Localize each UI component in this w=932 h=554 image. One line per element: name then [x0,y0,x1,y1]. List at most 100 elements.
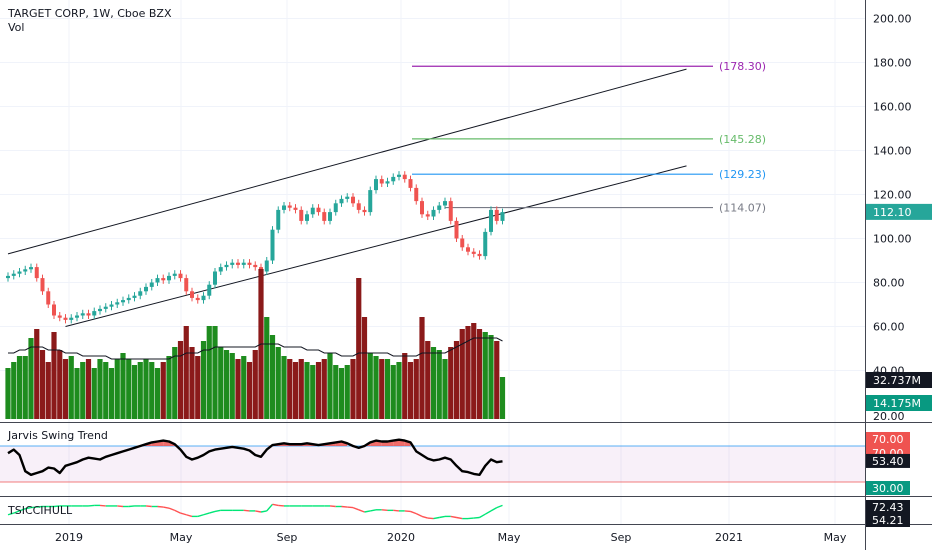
candle-body [224,264,229,268]
volume-bar [298,359,304,419]
candle-body [132,295,137,298]
volume-bar [229,353,235,419]
volume-bar [252,350,258,419]
tsi-line-segment [329,505,336,508]
candle-body [310,207,315,215]
tsi-line-segment [197,514,204,518]
volume-bar [16,356,23,419]
tsi-value-badge [866,513,910,527]
volume-bar [327,353,333,419]
volume-bar [11,362,17,419]
price-level-label: (129.23) [719,168,766,181]
volume-bar [189,347,195,419]
volume-bar [402,353,408,419]
volume-bar [235,359,241,419]
volume-legend-label: Vol [8,21,25,34]
volume-bar [361,317,368,419]
tsi-value-label: 72.43 [872,501,904,514]
price-axis-tick: 80.00 [873,277,905,290]
tsi-line-segment [364,510,371,513]
volume-bar [373,356,379,419]
candle-body [57,315,62,318]
chart-title: TARGET CORP, 1W, Cboe BZX [8,7,172,20]
volume-bar [396,362,402,419]
tsi-line-segment [479,513,486,519]
candle-body [241,262,246,265]
candle-body [276,209,281,230]
tsi-line-segment [450,515,457,519]
volume-bar [430,347,437,419]
candle-body [161,278,166,281]
time-axis-label: 2019 [55,531,83,544]
candle-body [218,267,223,272]
candle-body [414,187,419,202]
tsi-line-segment [467,517,474,520]
volume-value-badge [866,372,932,388]
candle-body [420,201,424,215]
tsi-value-badge [866,500,910,514]
swing-value-badge [866,481,910,495]
volume-bar [200,341,207,419]
volume-bar [74,368,80,419]
candle-body [264,260,269,272]
candle-body [167,275,171,281]
candle-body [155,278,160,283]
volume-bar [356,278,362,419]
candle-body [178,273,183,279]
price-axis-tick: 120.00 [873,189,912,202]
swing-value-label: 70.00 [872,433,904,446]
volume-bar [137,362,143,419]
swing-trend-line [7,438,503,476]
grid-layer [0,0,865,524]
candle-body [437,205,442,210]
candle-body [213,271,217,285]
tsi-line-segment [278,504,285,507]
tsi-line-segment [370,509,377,512]
volume-bar [120,353,126,419]
volume-bar [436,350,442,419]
price-axis-tick: 140.00 [873,145,912,158]
volume-bar [453,341,460,419]
tsi-line-segment [243,509,250,512]
volume-bar [321,359,327,419]
candle-body [374,179,378,191]
volume-bar [499,377,506,419]
price-axis-tick: 160.00 [873,101,912,114]
time-axis-label: Sep [277,531,298,544]
candle-body [201,295,206,301]
volume-bar [114,359,120,419]
volume-bar [333,365,339,419]
swing-value-label: 53.40 [872,455,904,468]
volume-bar [97,359,103,419]
volume-bar [166,356,172,419]
volume-bar [34,329,40,419]
tsi-line-segment [410,510,417,515]
candle-body [385,181,390,184]
volume-bar [28,338,34,419]
tsi-line-segment [490,506,498,512]
volume-bar [91,368,97,419]
volume-bar [292,362,299,419]
candle-body [149,282,154,287]
candle-body [362,209,367,213]
volume-bar [154,368,161,419]
candle-body [379,179,384,184]
tsi-line-segment [25,506,32,510]
candle-body [316,207,321,213]
tsi-line-segment [358,509,365,513]
tsi-line-segment [117,505,124,508]
tsi-line-segment [163,506,170,509]
tsi-line-segment [255,510,262,513]
tsi-line-segment [272,503,279,507]
candle-body [287,205,292,208]
volume-bar [281,356,287,419]
tsi-line-segment [53,505,60,508]
tsi-line-segment [209,510,216,514]
candle-body [115,302,120,305]
candle-body [46,291,51,305]
volume-bar [131,365,138,419]
candle-body [236,262,240,265]
